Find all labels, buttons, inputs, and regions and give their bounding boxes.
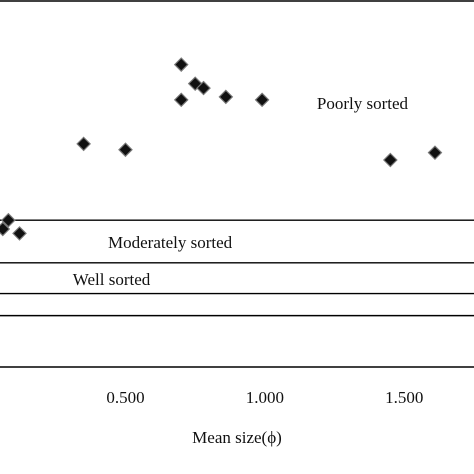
- sorting-band-lines: [0, 0, 474, 317]
- band-label-1: Moderately sorted: [108, 233, 233, 252]
- data-point-12: [427, 145, 443, 161]
- data-point-2: [12, 226, 27, 241]
- data-point-0: [0, 221, 11, 237]
- data-point-11: [383, 152, 398, 168]
- x-tick-labels: 0.500 1.000 1.500: [106, 388, 423, 407]
- x-tick-label-1: 1.000: [246, 388, 284, 407]
- data-point-5: [173, 57, 189, 72]
- x-axis-label: Mean size(ϕ): [192, 428, 282, 447]
- data-point-9: [218, 89, 234, 105]
- x-tick-label-0: 0.500: [106, 388, 144, 407]
- band-label-2: Well sorted: [73, 270, 151, 289]
- data-point-6: [173, 92, 189, 108]
- sorting-band-labels: Poorly sorted Moderately sorted Well sorte…: [73, 94, 409, 289]
- data-point-3: [76, 136, 91, 152]
- data-point-1: [1, 212, 16, 228]
- band-label-0: Poorly sorted: [317, 94, 409, 113]
- data-point-8: [196, 80, 211, 96]
- x-tick-label-2: 1.500: [385, 388, 423, 407]
- data-points: [0, 57, 443, 241]
- data-point-4: [118, 142, 133, 158]
- data-point-10: [254, 92, 270, 108]
